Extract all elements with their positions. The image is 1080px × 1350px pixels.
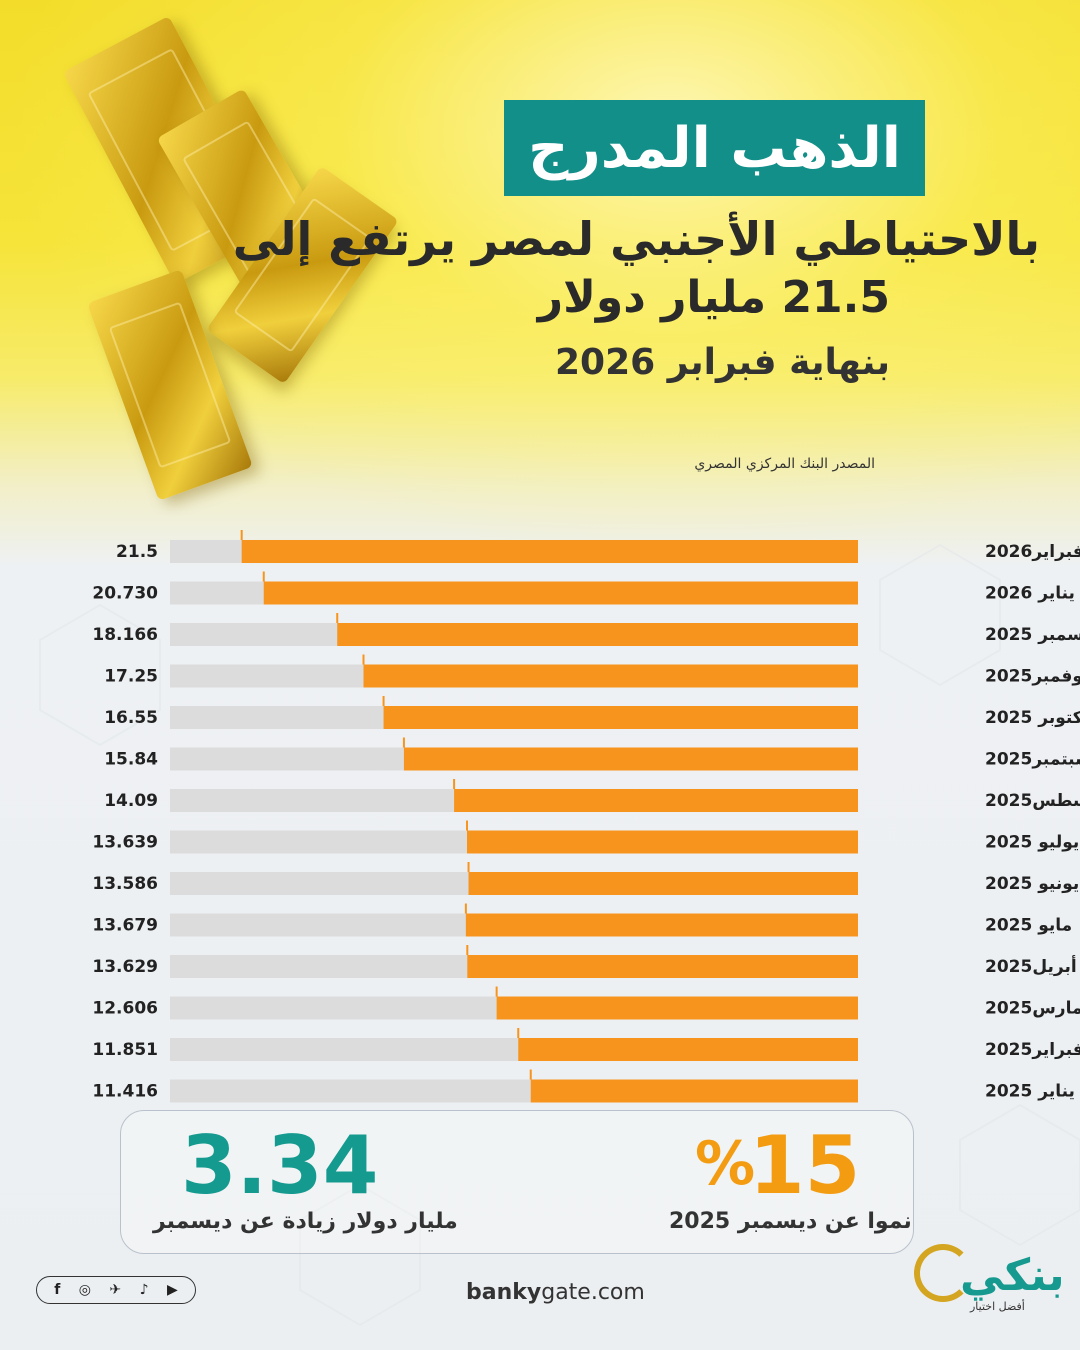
category-label: مايو 2025 [985, 916, 1072, 936]
value-label: 13.629 [92, 957, 158, 977]
value-label: 12.606 [92, 999, 158, 1019]
bar [263, 581, 858, 605]
value-label: 20.730 [92, 584, 158, 604]
page-title: الذهب المدرج [528, 115, 901, 181]
social-links: f ◎ ✈ ♪ ▶ [36, 1276, 196, 1304]
facebook-icon[interactable]: f [54, 1282, 61, 1298]
source-note: المصدر البنك المركزي المصري [694, 456, 875, 472]
value-label: 21.5 [116, 542, 158, 562]
category-label: فبراير2026 [985, 542, 1080, 562]
bar [496, 996, 858, 1020]
category-label: مارس2025 [985, 999, 1080, 1019]
value-label: 18.166 [92, 625, 158, 645]
telegram-icon[interactable]: ✈ [109, 1282, 122, 1298]
value-label: 11.416 [92, 1082, 158, 1102]
title-box: الذهب المدرج [504, 100, 925, 196]
value-label: 16.55 [104, 708, 158, 728]
growth-value: 15 [749, 1119, 861, 1212]
bar [467, 955, 858, 978]
website-link[interactable]: bankygate.com [466, 1280, 645, 1305]
instagram-icon[interactable]: ◎ [78, 1282, 91, 1298]
category-label: أبريل2025 [985, 955, 1077, 977]
category-label: فبراير2025 [985, 1040, 1080, 1060]
bar [241, 540, 858, 563]
background-pattern [39, 543, 1080, 1327]
youtube-icon[interactable]: ▶ [166, 1282, 178, 1298]
increase-label: مليار دولار زيادة عن ديسمبر [153, 1209, 458, 1234]
bar-chart: 21.5 فبراير2026 20.730 يناير 2026 18.166 ديسم… [92, 530, 1080, 1103]
bar [363, 664, 858, 688]
value-label: 15.84 [104, 750, 158, 770]
bar [454, 789, 858, 812]
summary-box: 3.34 مليار دولار زيادة عن ديسمبر 15 % نم… [120, 1110, 914, 1254]
brand-tagline: أفضل اختيار [970, 1300, 1025, 1313]
increase-value: 3.34 [181, 1119, 379, 1212]
bar [337, 623, 858, 646]
value-label: 14.09 [104, 791, 158, 811]
bar [465, 913, 858, 937]
category-label: أغسطس2025 [985, 789, 1080, 811]
category-label: سبتمبر2025 [985, 750, 1080, 770]
bar [467, 830, 858, 854]
bar [530, 1079, 858, 1103]
value-label: 11.851 [92, 1040, 158, 1060]
logo-check-icon [914, 1244, 972, 1302]
bar [518, 1038, 858, 1061]
brand-logo: بنكي [960, 1250, 1065, 1301]
value-label: 13.639 [92, 833, 158, 853]
growth-percent-sign: % [695, 1129, 756, 1199]
value-label: 17.25 [104, 667, 158, 687]
category-label: نوفمبر2025 [985, 667, 1080, 687]
subtitle-line-2: 21.5 مليار دولار [537, 272, 890, 323]
tiktok-icon[interactable]: ♪ [139, 1282, 149, 1298]
website-bold: banky [466, 1280, 542, 1305]
growth-label: نموا عن ديسمبر 2025 [669, 1209, 912, 1234]
value-label: 13.586 [92, 874, 158, 894]
category-label: يوليو 2025 [985, 833, 1079, 853]
value-label: 13.679 [92, 916, 158, 936]
bar [468, 872, 858, 895]
category-label: ديسمبر 2025 [985, 625, 1080, 645]
website-rest: gate.com [541, 1280, 645, 1305]
bar [403, 747, 858, 771]
category-label: يناير 2025 [985, 1082, 1075, 1102]
subtitle-line-1: بالاحتياطي الأجنبي لمصر يرتفع إلى [232, 212, 1040, 266]
category-label: يونيو 2025 [985, 874, 1079, 894]
subtitle-line-3: بنهاية فبرابر 2026 [554, 342, 890, 383]
bar [383, 706, 858, 729]
category-label: يناير 2026 [985, 584, 1075, 604]
category-label: أكتوبر 2025 [985, 706, 1080, 728]
